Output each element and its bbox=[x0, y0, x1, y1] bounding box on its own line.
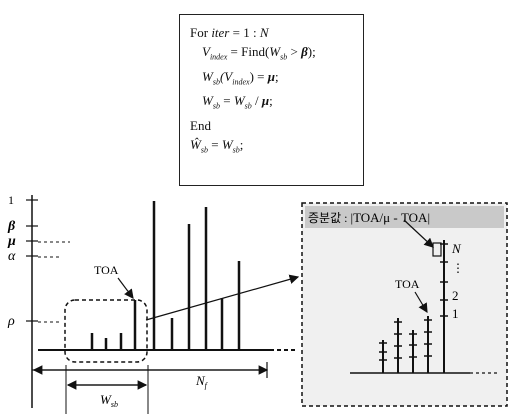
increment-arrow bbox=[403, 219, 434, 248]
code-line-assign-mu: Wsb(Vindex) = μ; bbox=[190, 67, 353, 92]
code-w-sub: sb bbox=[212, 77, 220, 87]
code-semicolon: ; bbox=[269, 93, 273, 109]
code-mu: μ bbox=[261, 93, 270, 109]
zoom-small-bars bbox=[379, 316, 432, 373]
increment-bracket bbox=[432, 242, 442, 257]
code-w-sub: sb bbox=[280, 52, 288, 62]
label-mu: μ bbox=[7, 234, 16, 249]
code-eq: ) = bbox=[249, 68, 268, 84]
code-eq: = bbox=[219, 93, 234, 109]
code-line-end: End bbox=[190, 116, 353, 135]
code-w2-sub: sb bbox=[244, 101, 252, 111]
code-gt: > bbox=[287, 44, 302, 59]
zoom-dots-label: ⋮ bbox=[452, 261, 464, 275]
zoom-header-band bbox=[305, 206, 504, 228]
code-w2-sub: sb bbox=[232, 145, 240, 155]
code-w: W bbox=[202, 93, 213, 109]
label-alpha: α bbox=[8, 249, 16, 264]
code-w-hat: Ŵ bbox=[190, 136, 201, 152]
code-div: / bbox=[251, 93, 262, 109]
code-w2: W bbox=[233, 93, 245, 109]
zoom-two-label: 2 bbox=[452, 288, 459, 303]
code-semicolon: ; bbox=[239, 136, 244, 152]
code-line-for: For iter = 1 : N bbox=[190, 23, 353, 42]
code-end-paren: ); bbox=[307, 44, 316, 59]
code-v-sub: index bbox=[209, 52, 228, 62]
code-line-result: Ŵsb = Wsb; bbox=[190, 135, 353, 160]
code-line-find: Vindex = Find(Wsb > β); bbox=[190, 42, 353, 67]
zoom-toa-label: TOA bbox=[395, 277, 420, 291]
zoom-toa-arrow bbox=[414, 291, 428, 314]
algorithm-box: For iter = 1 : N Vindex = Find(Wsb > β);… bbox=[179, 14, 364, 186]
nf-label: Nf bbox=[195, 373, 209, 390]
label-one: 1 bbox=[8, 193, 14, 207]
code-w2: W bbox=[221, 136, 233, 152]
code-eq: = bbox=[207, 136, 222, 152]
toa-label: TOA bbox=[94, 263, 119, 277]
toa-arrow bbox=[117, 277, 134, 299]
label-beta: β bbox=[7, 219, 16, 234]
code-v-sub: index bbox=[232, 77, 250, 87]
code-end-keyword: End bbox=[190, 117, 211, 133]
code-w-sub: sb bbox=[212, 101, 220, 111]
code-for-keyword: For bbox=[190, 25, 212, 40]
code-semicolon: ; bbox=[274, 68, 279, 84]
code-v: (V bbox=[219, 68, 233, 84]
zoom-one-label: 1 bbox=[452, 306, 459, 321]
code-w-hat-sub: sb bbox=[200, 145, 208, 155]
zoom-arrow bbox=[145, 274, 300, 321]
code-N: N bbox=[259, 25, 269, 40]
code-iter-var: iter bbox=[211, 25, 230, 40]
wsb-label: Wsb bbox=[100, 392, 118, 409]
code-mu: μ bbox=[267, 68, 275, 84]
code-beta: β bbox=[301, 44, 308, 59]
toa-region-highlight bbox=[64, 299, 148, 363]
label-rho: ρ bbox=[7, 314, 15, 329]
zoom-n-label: N bbox=[451, 241, 462, 256]
zoom-header-text: 증분값 : |TOA/μ - TOA| bbox=[308, 210, 430, 225]
code-v: V bbox=[202, 44, 210, 59]
code-range: = 1 : bbox=[229, 25, 260, 40]
code-w: W bbox=[202, 68, 213, 84]
code-find: = Find( bbox=[227, 44, 270, 59]
zoom-box bbox=[301, 202, 508, 407]
code-line-divide: Wsb = Wsb / μ; bbox=[190, 91, 353, 116]
code-w: W bbox=[269, 44, 281, 59]
